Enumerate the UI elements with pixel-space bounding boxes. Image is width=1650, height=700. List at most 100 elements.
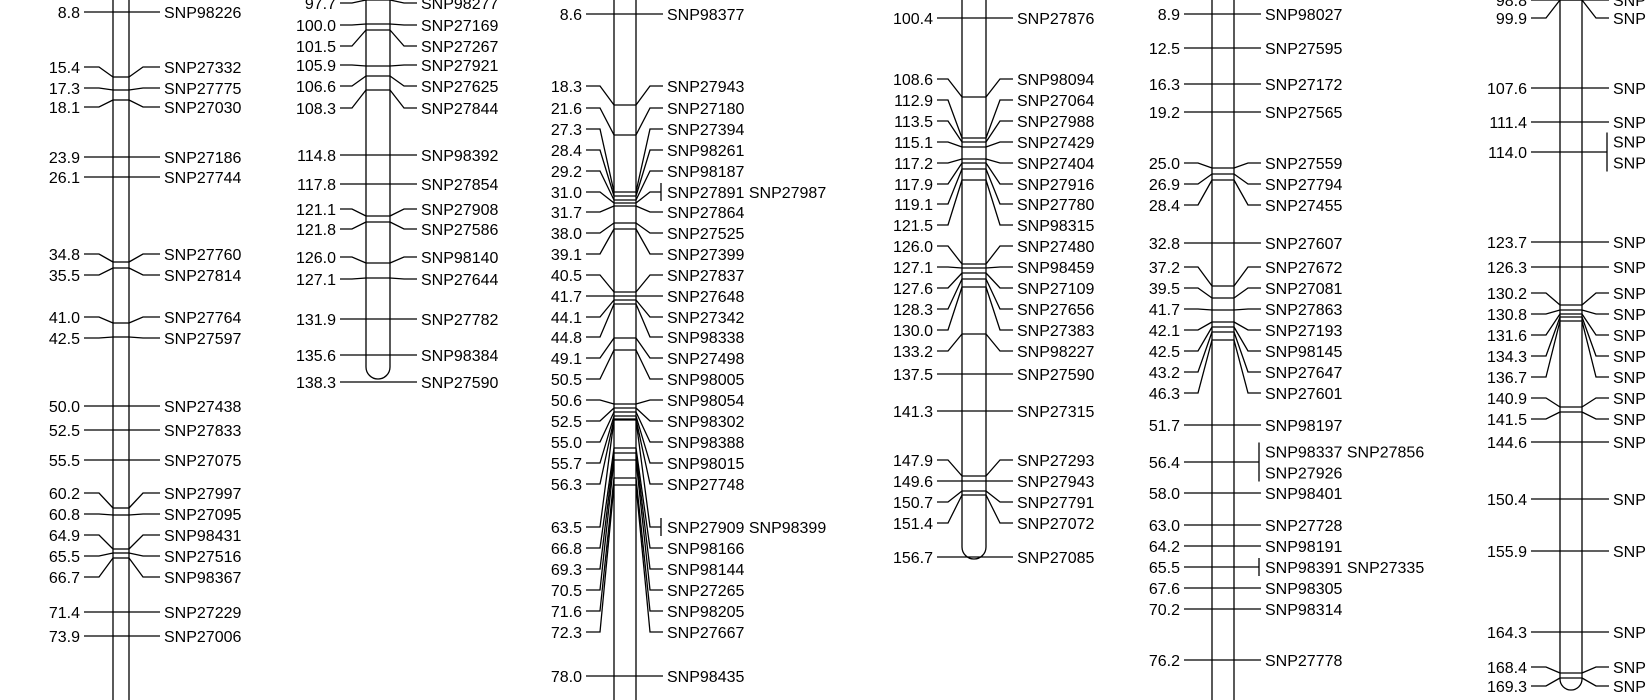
marker-row: 38.0 SNP27525 <box>551 223 745 243</box>
marker-position: 117.8 <box>297 177 336 194</box>
marker-connector-right <box>986 159 1013 163</box>
marker-name: SNP27667 <box>667 625 744 642</box>
marker-name: SNP <box>1613 286 1646 303</box>
marker-position: 127.1 <box>296 272 336 289</box>
marker-connector-right <box>129 100 160 107</box>
marker-position: 155.9 <box>1487 544 1527 561</box>
marker-position: 64.9 <box>49 528 80 545</box>
marker-position: 108.3 <box>296 101 336 118</box>
marker-connector-right <box>129 268 160 275</box>
marker-position: 42.1 <box>1149 323 1180 340</box>
marker-connector-right <box>986 273 1013 288</box>
marker-name: SNP98367 <box>164 570 241 587</box>
linkage-group: 8.9 SNP9802712.5 SNP2759516.3 SNP2717219.2 S… <box>1149 0 1424 700</box>
marker-row: 50.6 SNP98054 <box>551 393 745 410</box>
marker-row: 155.9 SNP <box>1487 544 1646 561</box>
marker-position: 121.1 <box>296 202 336 219</box>
marker-name: SNP98144 <box>667 562 744 579</box>
marker-position: 34.8 <box>49 247 80 264</box>
marker-position: 49.1 <box>551 351 582 368</box>
marker-name: SNP <box>1613 81 1646 98</box>
marker-position: 18.1 <box>49 100 80 117</box>
marker-position: 42.5 <box>1149 344 1180 361</box>
marker-position: 141.3 <box>893 404 933 421</box>
marker-connector-right <box>1234 340 1261 393</box>
marker-position: 55.5 <box>49 453 80 470</box>
marker-row: 126.3 SNP <box>1487 260 1646 277</box>
marker-row: 105.9 SNP27921 <box>296 58 499 75</box>
marker-connector-right <box>986 142 1013 147</box>
marker-name-part: SNP <box>1613 135 1646 152</box>
linkage-group: 97.7 SNP98277100.0 SNP27169101.5 SNP2726710… <box>296 0 499 392</box>
marker-name-part: SNP98399 <box>744 520 826 537</box>
marker-connector-right <box>1234 309 1261 310</box>
marker-name: SNP27748 <box>667 477 744 494</box>
marker-position: 105.9 <box>296 58 336 75</box>
linkage-group: 8.8 SNP9822615.4 SNP2733217.3 SNP2777518.1 S… <box>49 0 242 700</box>
marker-connector-right <box>636 400 663 404</box>
marker-position: 26.9 <box>1149 177 1180 194</box>
marker-name: SNP27085 <box>1017 550 1094 567</box>
marker-connector-right <box>390 65 417 66</box>
marker-position: 40.5 <box>551 268 582 285</box>
marker-name: SNP27229 <box>164 605 241 622</box>
marker-connector-right <box>1234 267 1261 286</box>
marker-position: 31.0 <box>551 185 582 202</box>
marker-name: SNP27565 <box>1265 105 1342 122</box>
marker-row: 70.2 SNP98314 <box>1149 602 1343 619</box>
marker-name: SNP27876 <box>1017 11 1094 28</box>
marker-name: SNP27814 <box>164 268 241 285</box>
marker-name: SNP <box>1613 660 1646 677</box>
marker-name: SNP27794 <box>1265 177 1342 194</box>
marker-position: 66.8 <box>551 541 582 558</box>
marker-position: 127.1 <box>893 260 933 277</box>
marker-connector-left <box>1531 398 1560 407</box>
marker-row: 106.6 SNP27625 <box>296 76 499 96</box>
marker-position: 56.4 <box>1149 455 1180 472</box>
marker-connector-right <box>1582 0 1609 18</box>
marker-name: SNP27006 <box>164 629 241 646</box>
marker-name: SNP27597 <box>164 331 241 348</box>
marker-row: 26.9 SNP27794 <box>1149 174 1343 194</box>
marker-name: SNP27997 <box>164 486 241 503</box>
marker-name: SNP27586 <box>421 222 498 239</box>
marker-connector-left <box>84 558 113 577</box>
marker-row: 131.9 SNP27782 <box>296 312 499 329</box>
marker-connector-left <box>340 65 366 66</box>
marker-position: 114.0 <box>1488 145 1527 162</box>
marker-name-part: SNP27926 <box>1265 466 1342 483</box>
marker-connector-right <box>986 169 1013 204</box>
marker-connector-right <box>636 223 663 233</box>
marker-name: SNP27169 <box>421 18 498 35</box>
marker-position: 56.3 <box>551 477 582 494</box>
marker-connector-right <box>129 337 160 338</box>
marker-connector-left <box>937 180 962 225</box>
marker-row: 138.3 SNP27590 <box>296 375 499 392</box>
marker-name: SNP27193 <box>1265 323 1342 340</box>
marker-name: SNP27315 <box>1017 404 1094 421</box>
marker-row: 141.5 SNP <box>1487 412 1646 429</box>
chromosome-bar <box>1212 0 1234 700</box>
marker-name: SNP27921 <box>421 58 498 75</box>
marker-name: SNP27404 <box>1017 156 1094 173</box>
marker-row: 114.0SNPSNP <box>1488 133 1646 173</box>
marker-connector-left <box>1531 314 1560 335</box>
marker-name: SNP27180 <box>667 101 744 118</box>
marker-connector-left <box>1531 678 1560 686</box>
marker-row: 65.5 SNP27516 <box>49 549 242 566</box>
marker-position: 71.6 <box>551 604 582 621</box>
marker-name: SNP98015 <box>667 456 744 473</box>
marker-name: SNP27332 <box>164 60 241 77</box>
marker-position: 42.5 <box>49 331 80 348</box>
marker-row: 137.5 SNP27590 <box>893 367 1095 384</box>
marker-name: SNP27607 <box>1265 236 1342 253</box>
marker-row: 117.2 SNP27404 <box>894 156 1094 173</box>
marker-connector-right <box>390 278 417 279</box>
marker-position: 50.0 <box>49 399 80 416</box>
marker-name: SNP27764 <box>164 310 241 327</box>
marker-row: 41.7 SNP27863 <box>1149 302 1343 319</box>
marker-position: 39.1 <box>551 247 582 264</box>
marker-row: 50.0 SNP27438 <box>49 399 242 416</box>
marker-connector-right <box>1582 314 1609 335</box>
marker-name: SNP98388 <box>667 435 744 452</box>
